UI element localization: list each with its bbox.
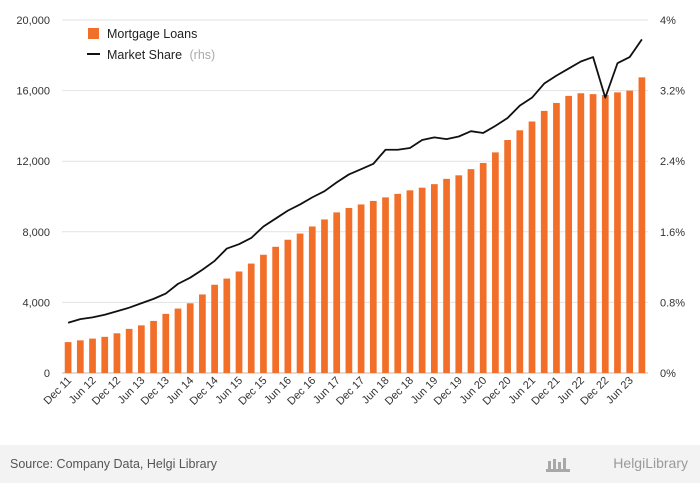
library-icon <box>546 458 570 472</box>
bar <box>174 308 182 373</box>
bar <box>430 184 438 373</box>
y-right-tick-label: 3.2% <box>660 86 685 98</box>
bar <box>614 92 621 374</box>
bar <box>345 207 353 373</box>
bar-series-mortgage-loans <box>64 77 646 374</box>
legend-label-market-share: Market Share (rhs) <box>107 48 215 62</box>
bar <box>162 313 170 373</box>
bar <box>467 169 475 373</box>
bar <box>113 333 121 373</box>
bar <box>247 263 255 373</box>
bar <box>223 278 231 373</box>
chart: 0 4,000 8,000 12,000 16,000 20,000 0% 0.8% 1.6%… <box>16 15 685 408</box>
legend-swatch-mortgage-loans <box>88 28 99 39</box>
brand-logo-text: HelgiLibrary <box>613 455 688 471</box>
x-tick-label: Jun 23 <box>604 375 636 407</box>
bar <box>64 342 72 373</box>
bar <box>125 328 133 373</box>
y-right-tick-label: 0% <box>660 368 676 380</box>
bar <box>137 325 145 373</box>
bar <box>394 193 402 373</box>
bar <box>76 340 84 373</box>
y-left-tick-label: 8,000 <box>22 227 50 239</box>
y-right-tick-label: 1.6% <box>660 227 685 239</box>
bar <box>638 77 646 374</box>
bar <box>296 233 304 373</box>
bar <box>516 130 524 373</box>
bar <box>211 284 218 373</box>
legend: Mortgage Loans Market Share (rhs) <box>87 27 215 62</box>
bar <box>626 90 634 373</box>
bar <box>272 246 280 373</box>
y-left-tick-label: 12,000 <box>16 156 50 168</box>
bar <box>235 271 243 373</box>
line-series-market-share <box>67 38 643 324</box>
bar <box>540 110 548 374</box>
y-left-tick-label: 0 <box>44 368 50 380</box>
bar <box>260 254 267 373</box>
y-right-tick-label: 4% <box>660 15 676 27</box>
bar <box>186 303 194 373</box>
bar <box>308 226 316 373</box>
bar <box>89 338 96 373</box>
source-text: Source: Company Data, Helgi Library <box>10 457 218 471</box>
bar <box>406 190 414 373</box>
bar <box>443 178 450 373</box>
bar <box>601 95 609 373</box>
bar <box>492 152 499 373</box>
bar <box>455 175 463 373</box>
bar <box>553 102 560 373</box>
bar <box>199 294 206 373</box>
bar <box>577 93 585 373</box>
bar <box>528 121 536 373</box>
y-axis-right: 0% 0.8% 1.6% 2.4% 3.2% 4% <box>660 15 685 380</box>
bar <box>101 336 109 373</box>
y-left-tick-label: 16,000 <box>16 86 50 98</box>
bar <box>333 212 341 373</box>
footer: Source: Company Data, Helgi Library Helg… <box>0 445 700 483</box>
bar <box>357 204 365 373</box>
legend-label-mortgage-loans: Mortgage Loans <box>107 27 197 41</box>
bar <box>565 95 573 374</box>
y-right-tick-label: 2.4% <box>660 156 685 168</box>
y-right-tick-label: 0.8% <box>660 297 685 309</box>
bar <box>382 197 389 373</box>
bar <box>504 140 511 373</box>
bar <box>150 320 157 373</box>
legend-label-market-share-suffix: (rhs) <box>190 48 216 62</box>
bar <box>369 200 377 373</box>
y-axis-left: 0 4,000 8,000 12,000 16,000 20,000 <box>16 15 50 380</box>
bar <box>284 239 292 373</box>
bar <box>589 94 597 373</box>
gridlines <box>62 19 648 374</box>
bar <box>321 219 328 373</box>
bar <box>479 162 487 373</box>
market-share-line <box>67 38 643 324</box>
bar <box>418 187 426 373</box>
legend-label-market-share-name: Market Share <box>107 48 182 62</box>
y-left-tick-label: 4,000 <box>22 297 50 309</box>
y-left-tick-label: 20,000 <box>16 15 50 27</box>
